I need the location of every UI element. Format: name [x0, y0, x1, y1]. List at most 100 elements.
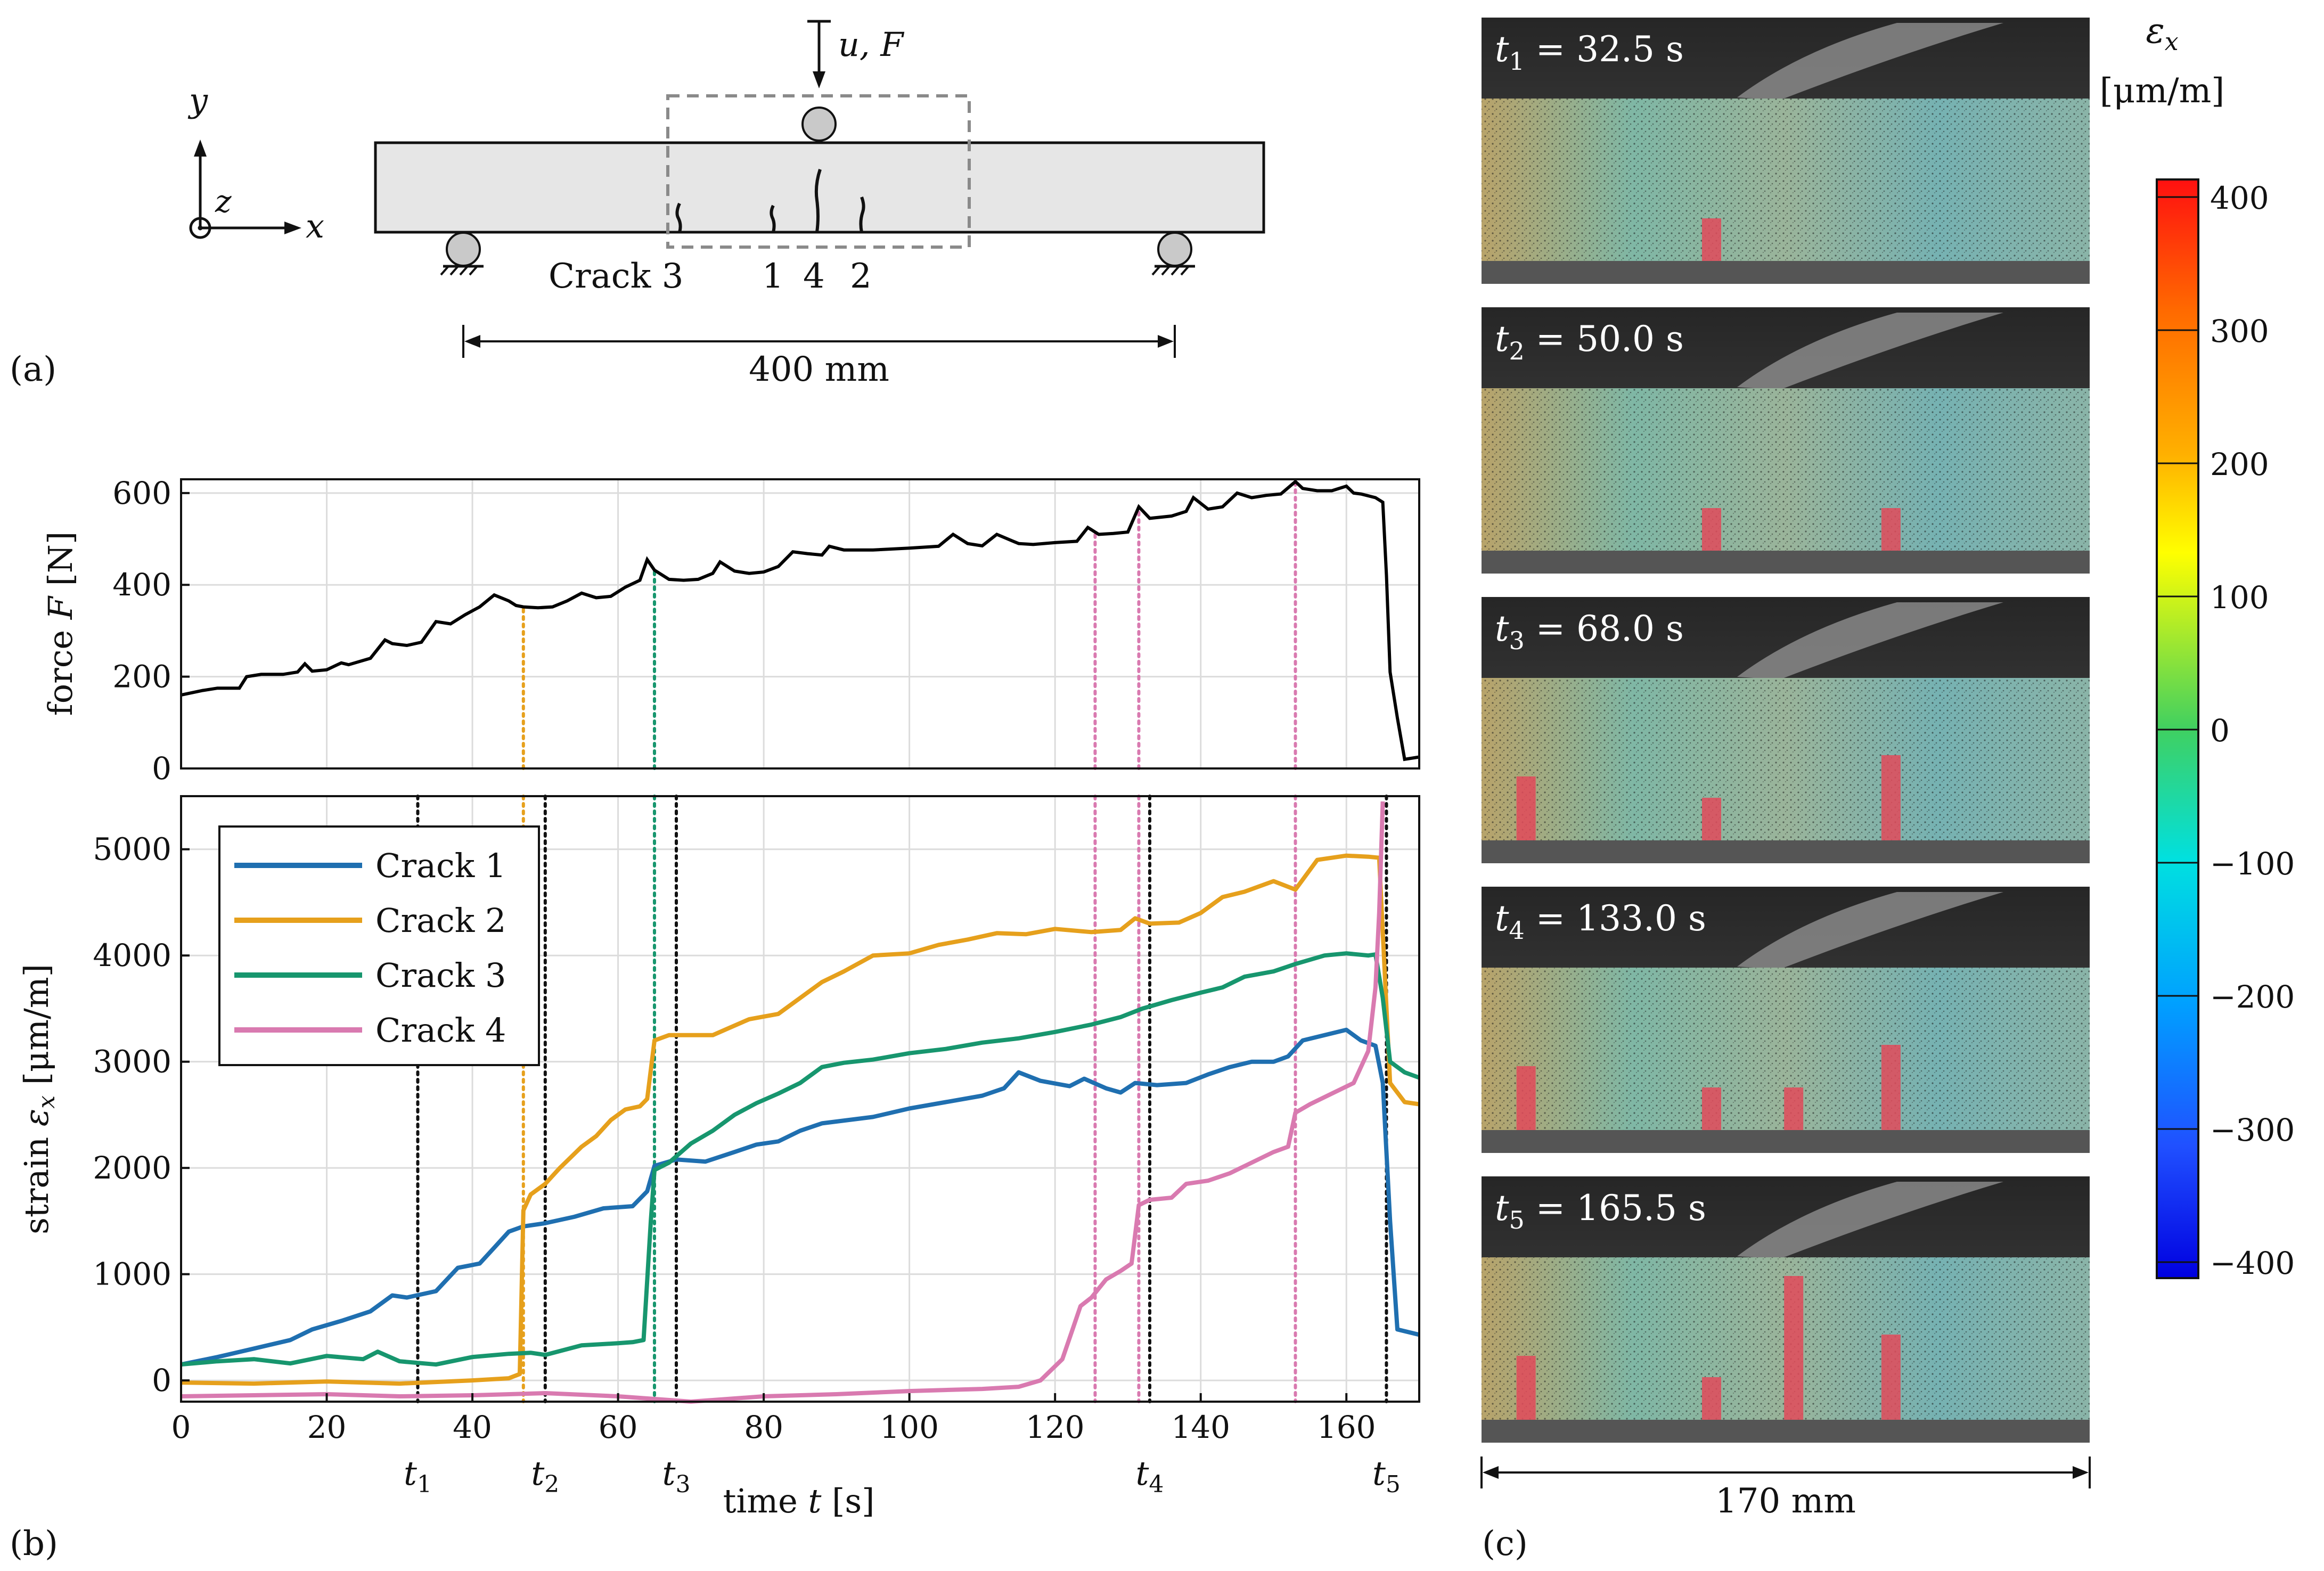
- load-arrow: [807, 20, 831, 88]
- force-axes-frame: [180, 478, 1420, 770]
- strain-series-4: [181, 801, 1385, 1404]
- force-ytick-label: 200: [112, 659, 171, 695]
- colorbar-tick-label: −100: [2210, 846, 2295, 882]
- dic-snapshots: t1 = 32.5 s t2 = 50.0 s t3 = 68.0 s t4 = 13…: [1482, 18, 2090, 1443]
- force-yticks: 0 200 400 600: [112, 475, 190, 787]
- legend-label: Crack 3: [375, 956, 506, 995]
- crack-strain-band: [1881, 1335, 1901, 1420]
- snapshot-bottom-strip: [1482, 840, 2090, 863]
- strain-yticks: 0 1000 2000 3000 4000 5000: [93, 831, 190, 1398]
- strain-ytick-label: 1000: [93, 1256, 171, 1292]
- strain-plot: 0 1000 2000 3000 4000 5000 0 20 40 60 80 100 120 140…: [17, 795, 1420, 1520]
- strain-xticks: 0 20 40 60 80 100 120 140 160: [171, 1393, 1376, 1445]
- crack-label-3: Crack 3: [549, 257, 683, 296]
- crack-strain-band: [1516, 1356, 1536, 1420]
- crack-strain-band: [1516, 1066, 1536, 1130]
- time-label-t4: t4: [1136, 1454, 1164, 1498]
- strain-xtick-label: 20: [307, 1409, 347, 1445]
- strain-time-markers: [416, 795, 1388, 1403]
- crack-4-path: [814, 169, 822, 233]
- load-label: u, F: [838, 25, 904, 64]
- time-label-t5: t5: [1372, 1454, 1401, 1498]
- crack-strain-band: [1516, 776, 1536, 840]
- force-ytick-label: 400: [112, 567, 171, 603]
- crack-strain-band: [1881, 755, 1901, 840]
- crack-strain-band: [1701, 218, 1721, 261]
- span-label: 400 mm: [749, 350, 889, 389]
- time-label-t3: t3: [662, 1454, 691, 1498]
- coordinate-axes: [189, 140, 301, 239]
- dic-snapshot-3: t3 = 68.0 s: [1482, 597, 2090, 863]
- crack-strain-band: [1701, 1087, 1721, 1130]
- loading-head-shape: [1737, 1182, 2003, 1259]
- colorbar-tick-label: 0: [2210, 713, 2230, 749]
- width-label: 170 mm: [1715, 1482, 1856, 1521]
- panel-c: (c) t1 = 32.5 s t2 = 50.0 s t3 = 68.0 s t4 …: [1480, 10, 2295, 1564]
- colorbar-title: εx: [2146, 10, 2178, 56]
- dic-snapshot-2: t2 = 50.0 s: [1482, 307, 2090, 574]
- strain-ylabel: strain εx [μm/m]: [17, 964, 60, 1234]
- crack-strain-band: [1881, 508, 1901, 551]
- crack-strain-band: [1784, 1276, 1804, 1420]
- panel-b-label: (b): [10, 1524, 58, 1564]
- force-ylabel: force F [N]: [41, 531, 80, 716]
- crack-label-1: 1: [762, 257, 784, 296]
- colorbar: εx [μm/m] 400 300 200 100 0 −100 −200 −300 −400: [2100, 10, 2295, 1281]
- axis-z-label: z: [215, 183, 232, 219]
- legend-label: Crack 2: [375, 901, 506, 940]
- colorbar-tick-label: −300: [2210, 1112, 2295, 1148]
- legend-label: Crack 4: [375, 1011, 506, 1050]
- force-grid: [180, 479, 1419, 770]
- snapshot-bottom-strip: [1482, 551, 2090, 574]
- strain-xtick-label: 120: [1026, 1409, 1085, 1445]
- axis-y-label: y: [187, 81, 208, 120]
- dic-snapshot-1: t1 = 32.5 s: [1482, 18, 2090, 284]
- strain-xlabel: time t [s]: [723, 1482, 875, 1520]
- crack-label-4: 4: [803, 257, 825, 296]
- time-label-t1: t1: [404, 1454, 432, 1498]
- crack-1-path: [770, 204, 776, 233]
- dic-window: [666, 94, 971, 249]
- strain-ytick-label: 0: [152, 1362, 171, 1398]
- colorbar-ticks: 400 300 200 100 0 −100 −200 −300 −400: [2157, 180, 2295, 1281]
- crack-strain-band: [1881, 1045, 1901, 1130]
- force-plot: 0 200 400 600 force F [N]: [41, 475, 1420, 787]
- width-dimension: [1480, 1457, 2091, 1488]
- dic-snapshot-5: t5 = 165.5 s: [1482, 1176, 2090, 1443]
- strain-ytick-label: 4000: [93, 937, 171, 973]
- colorbar-unit: [μm/m]: [2100, 71, 2224, 111]
- force-ytick-label: 0: [152, 750, 171, 787]
- axis-x-label: x: [306, 207, 324, 246]
- snapshot-time-label: t2 = 50.0 s: [1495, 318, 1684, 365]
- beam: [374, 141, 1265, 234]
- strain-ytick-label: 5000: [93, 831, 171, 868]
- force-series-line: [181, 479, 1420, 762]
- force-ytick-label: 600: [112, 475, 171, 511]
- crack-label-2: 2: [850, 257, 872, 296]
- strain-xtick-label: 80: [744, 1409, 783, 1445]
- snapshot-bottom-strip: [1482, 1130, 2090, 1153]
- loading-head-shape: [1737, 23, 2003, 100]
- colorbar-tick-label: 300: [2210, 313, 2269, 349]
- strain-axes-frame: [180, 795, 1420, 1403]
- dic-snapshot-4: t4 = 133.0 s: [1482, 887, 2090, 1153]
- loading-head-shape: [1737, 313, 2003, 390]
- panel-a-label: (a): [10, 350, 56, 389]
- right-support: [1151, 232, 1195, 276]
- strain-series-1: [181, 1027, 1420, 1367]
- snapshot-time-label: t5 = 165.5 s: [1495, 1188, 1706, 1234]
- left-support: [440, 232, 484, 276]
- strain-xtick-label: 140: [1171, 1409, 1230, 1445]
- legend-label: Crack 1: [375, 846, 506, 885]
- strain-xtick-label: 100: [880, 1409, 939, 1445]
- speckle-pattern: [1482, 678, 2090, 840]
- snapshot-bottom-strip: [1482, 1420, 2090, 1443]
- loading-head-shape: [1737, 602, 2003, 680]
- loading-head-shape: [1737, 892, 2003, 969]
- force-onset-markers: [521, 480, 1297, 770]
- time-label-t2: t2: [531, 1454, 559, 1498]
- strain-xtick-label: 0: [171, 1409, 191, 1445]
- time-marker-labels: t1 t2 t3 t4 t5: [404, 1454, 1401, 1498]
